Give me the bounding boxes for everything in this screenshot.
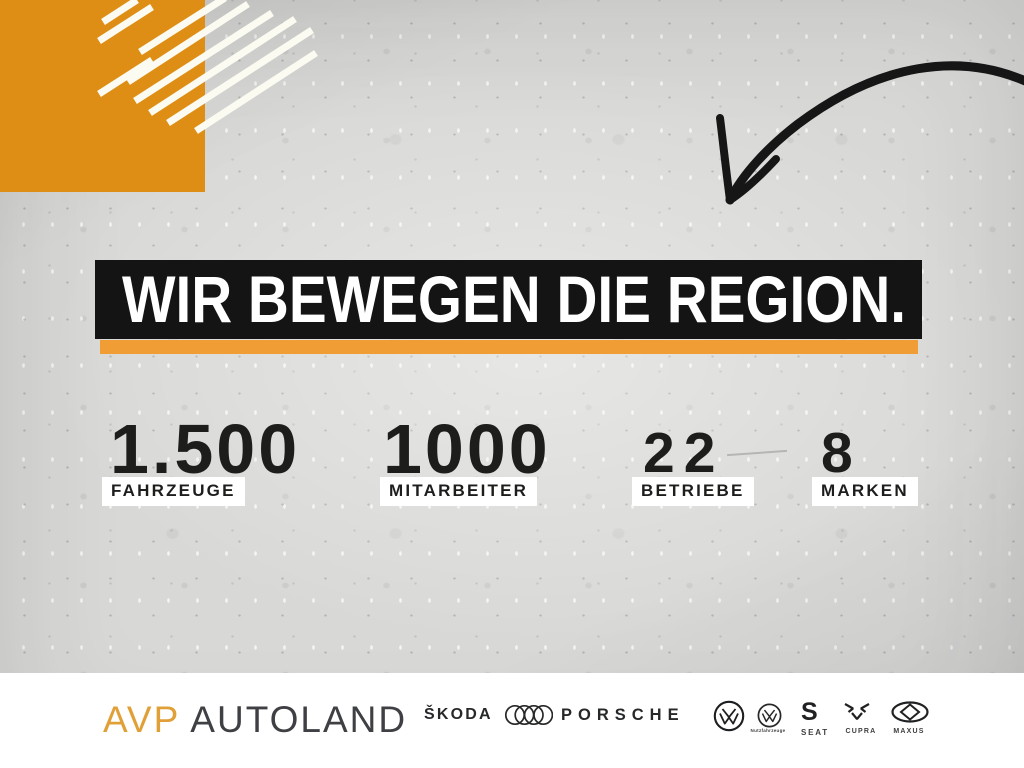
seat-s-icon: S	[801, 698, 818, 726]
maxus-caption: MAXUS	[893, 728, 925, 735]
stat-value: 22	[643, 421, 725, 485]
footer-bar	[0, 673, 1024, 768]
headline-svg: WIR BEWEGEN DIE REGION.	[122, 262, 906, 336]
autoland-logo-text: AUTOLAND	[190, 699, 408, 740]
hand-drawn-arrow-icon	[716, 61, 1024, 205]
vw-commercial-roundel-icon	[757, 703, 782, 728]
cupra-caption: CUPRA	[845, 728, 877, 735]
audi-rings-icon	[505, 704, 553, 726]
orange-square-decoration	[0, 0, 205, 192]
stat-value: 1000	[383, 410, 551, 488]
vw-roundel-icon	[713, 700, 745, 732]
stat-value: 8	[821, 421, 853, 485]
stat-value: 1.500	[110, 410, 301, 488]
vw-commercial-caption: Nutzfahrzeuge	[750, 728, 786, 733]
headline-underline	[100, 340, 918, 354]
avp-autoland-logo: AVP AUTOLAND	[103, 699, 407, 741]
skoda-logo: ŠKODA	[424, 706, 493, 723]
cupra-emblem-icon	[844, 703, 870, 720]
maxus-emblem-icon	[891, 701, 929, 723]
seat-caption: SEAT	[801, 728, 829, 737]
headline-banner: WIR BEWEGEN DIE REGION.	[95, 260, 922, 339]
avp-logo-text: AVP	[103, 699, 181, 740]
porsche-logo: PORSCHE	[561, 706, 685, 724]
concrete-scratch-decoration	[727, 449, 787, 457]
headline-text: WIR BEWEGEN DIE REGION.	[122, 262, 906, 336]
